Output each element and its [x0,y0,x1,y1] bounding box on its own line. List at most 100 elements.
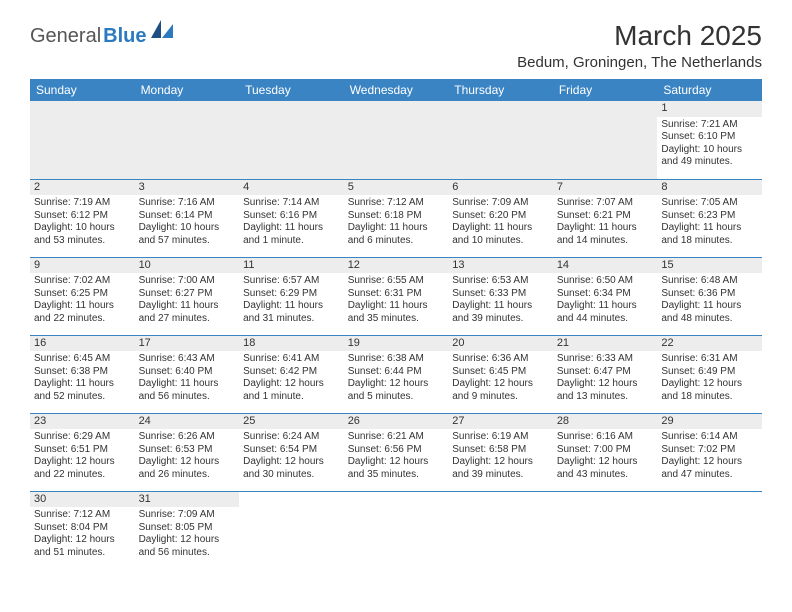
calendar-empty-cell [30,101,135,179]
day-number: 1 [657,101,762,117]
sunrise-text: Sunrise: 6:29 AM [34,431,131,444]
sunrise-text: Sunrise: 6:45 AM [34,353,131,366]
day-number: 30 [30,492,135,508]
sunset-text: Sunset: 6:49 PM [661,366,758,379]
daylight-text: Daylight: 12 hours and 13 minutes. [557,378,654,403]
calendar-empty-cell [239,101,344,179]
calendar-empty-cell [448,101,553,179]
weekday-header: Monday [135,79,240,101]
day-info: Sunrise: 6:14 AMSunset: 7:02 PMDaylight:… [661,431,758,481]
day-info: Sunrise: 7:12 AMSunset: 6:18 PMDaylight:… [348,197,445,247]
day-info: Sunrise: 6:48 AMSunset: 6:36 PMDaylight:… [661,275,758,325]
weekday-header: Sunday [30,79,135,101]
sunrise-text: Sunrise: 7:05 AM [661,197,758,210]
day-info: Sunrise: 7:12 AMSunset: 8:04 PMDaylight:… [34,509,131,559]
calendar-day-cell: 8Sunrise: 7:05 AMSunset: 6:23 PMDaylight… [657,179,762,257]
sunset-text: Sunset: 6:16 PM [243,210,340,223]
day-info: Sunrise: 6:50 AMSunset: 6:34 PMDaylight:… [557,275,654,325]
day-info: Sunrise: 6:33 AMSunset: 6:47 PMDaylight:… [557,353,654,403]
calendar-empty-cell [553,101,658,179]
sunrise-text: Sunrise: 7:19 AM [34,197,131,210]
day-number: 11 [239,258,344,274]
sunset-text: Sunset: 6:44 PM [348,366,445,379]
daylight-text: Daylight: 11 hours and 44 minutes. [557,300,654,325]
daylight-text: Daylight: 12 hours and 51 minutes. [34,534,131,559]
day-number: 16 [30,336,135,352]
day-number: 14 [553,258,658,274]
day-info: Sunrise: 7:00 AMSunset: 6:27 PMDaylight:… [139,275,236,325]
calendar-week-row: 1Sunrise: 7:21 AMSunset: 6:10 PMDaylight… [30,101,762,179]
sunset-text: Sunset: 8:05 PM [139,522,236,535]
sunrise-text: Sunrise: 7:09 AM [139,509,236,522]
day-info: Sunrise: 6:21 AMSunset: 6:56 PMDaylight:… [348,431,445,481]
sunset-text: Sunset: 6:40 PM [139,366,236,379]
day-number: 3 [135,180,240,196]
daylight-text: Daylight: 10 hours and 57 minutes. [139,222,236,247]
day-number: 23 [30,414,135,430]
day-number: 13 [448,258,553,274]
day-number: 18 [239,336,344,352]
day-number: 9 [30,258,135,274]
sunset-text: Sunset: 6:29 PM [243,288,340,301]
sail-icon [151,20,173,44]
sunset-text: Sunset: 6:54 PM [243,444,340,457]
sunset-text: Sunset: 7:00 PM [557,444,654,457]
weekday-header: Wednesday [344,79,449,101]
calendar-week-row: 2Sunrise: 7:19 AMSunset: 6:12 PMDaylight… [30,179,762,257]
month-title: March 2025 [517,20,762,52]
daylight-text: Daylight: 12 hours and 35 minutes. [348,456,445,481]
calendar-empty-cell [553,491,658,569]
calendar-body: 1Sunrise: 7:21 AMSunset: 6:10 PMDaylight… [30,101,762,569]
calendar-day-cell: 13Sunrise: 6:53 AMSunset: 6:33 PMDayligh… [448,257,553,335]
calendar-week-row: 16Sunrise: 6:45 AMSunset: 6:38 PMDayligh… [30,335,762,413]
sunrise-text: Sunrise: 6:21 AM [348,431,445,444]
calendar-day-cell: 23Sunrise: 6:29 AMSunset: 6:51 PMDayligh… [30,413,135,491]
daylight-text: Daylight: 11 hours and 48 minutes. [661,300,758,325]
day-info: Sunrise: 6:55 AMSunset: 6:31 PMDaylight:… [348,275,445,325]
daylight-text: Daylight: 12 hours and 56 minutes. [139,534,236,559]
header: GeneralBlue March 2025 Bedum, Groningen,… [30,20,762,71]
calendar-day-cell: 24Sunrise: 6:26 AMSunset: 6:53 PMDayligh… [135,413,240,491]
location: Bedum, Groningen, The Netherlands [517,54,762,71]
daylight-text: Daylight: 11 hours and 6 minutes. [348,222,445,247]
sunrise-text: Sunrise: 6:36 AM [452,353,549,366]
day-info: Sunrise: 7:14 AMSunset: 6:16 PMDaylight:… [243,197,340,247]
day-info: Sunrise: 6:53 AMSunset: 6:33 PMDaylight:… [452,275,549,325]
day-info: Sunrise: 6:38 AMSunset: 6:44 PMDaylight:… [348,353,445,403]
calendar-day-cell: 30Sunrise: 7:12 AMSunset: 8:04 PMDayligh… [30,491,135,569]
day-number: 2 [30,180,135,196]
daylight-text: Daylight: 12 hours and 22 minutes. [34,456,131,481]
calendar-day-cell: 16Sunrise: 6:45 AMSunset: 6:38 PMDayligh… [30,335,135,413]
logo-text-blue: Blue [103,25,146,48]
daylight-text: Daylight: 12 hours and 18 minutes. [661,378,758,403]
day-number: 12 [344,258,449,274]
calendar-empty-cell [344,101,449,179]
calendar-week-row: 23Sunrise: 6:29 AMSunset: 6:51 PMDayligh… [30,413,762,491]
daylight-text: Daylight: 10 hours and 53 minutes. [34,222,131,247]
sunrise-text: Sunrise: 7:09 AM [452,197,549,210]
sunrise-text: Sunrise: 7:16 AM [139,197,236,210]
calendar-day-cell: 3Sunrise: 7:16 AMSunset: 6:14 PMDaylight… [135,179,240,257]
daylight-text: Daylight: 11 hours and 52 minutes. [34,378,131,403]
sunset-text: Sunset: 6:14 PM [139,210,236,223]
weekday-header: Thursday [448,79,553,101]
daylight-text: Daylight: 12 hours and 1 minute. [243,378,340,403]
day-number: 24 [135,414,240,430]
sunset-text: Sunset: 8:04 PM [34,522,131,535]
day-info: Sunrise: 6:41 AMSunset: 6:42 PMDaylight:… [243,353,340,403]
day-info: Sunrise: 7:07 AMSunset: 6:21 PMDaylight:… [557,197,654,247]
sunset-text: Sunset: 6:56 PM [348,444,445,457]
calendar-day-cell: 7Sunrise: 7:07 AMSunset: 6:21 PMDaylight… [553,179,658,257]
daylight-text: Daylight: 11 hours and 1 minute. [243,222,340,247]
day-number: 28 [553,414,658,430]
daylight-text: Daylight: 11 hours and 39 minutes. [452,300,549,325]
day-number: 8 [657,180,762,196]
calendar-day-cell: 6Sunrise: 7:09 AMSunset: 6:20 PMDaylight… [448,179,553,257]
sunset-text: Sunset: 6:42 PM [243,366,340,379]
calendar-day-cell: 12Sunrise: 6:55 AMSunset: 6:31 PMDayligh… [344,257,449,335]
daylight-text: Daylight: 11 hours and 22 minutes. [34,300,131,325]
calendar-day-cell: 20Sunrise: 6:36 AMSunset: 6:45 PMDayligh… [448,335,553,413]
calendar-day-cell: 2Sunrise: 7:19 AMSunset: 6:12 PMDaylight… [30,179,135,257]
sunrise-text: Sunrise: 6:55 AM [348,275,445,288]
day-info: Sunrise: 6:43 AMSunset: 6:40 PMDaylight:… [139,353,236,403]
